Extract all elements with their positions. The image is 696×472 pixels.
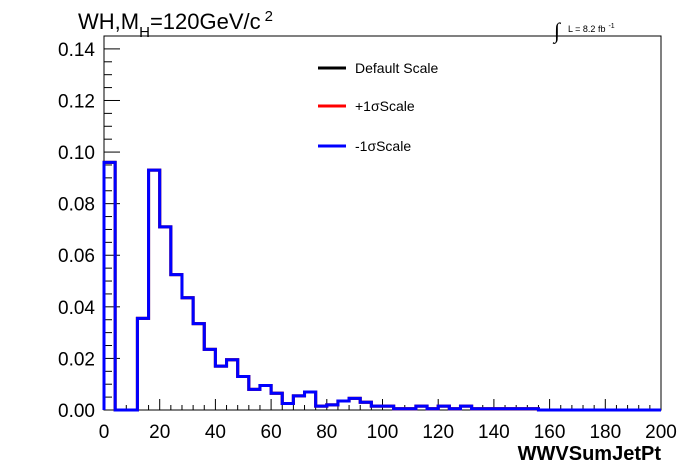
y-tick-label: 0.14 xyxy=(58,40,95,61)
y-tick-label: 0.02 xyxy=(58,349,95,370)
y-tick-label: 0.12 xyxy=(58,91,95,112)
y-tick-label: 0.10 xyxy=(58,143,95,164)
x-tick-label: 160 xyxy=(534,422,566,443)
lumi-integral-sign: ∫ xyxy=(552,18,562,44)
x-tick-label: 200 xyxy=(645,422,677,443)
chart-title-main: WH,M xyxy=(78,9,139,34)
y-tick-label: 0.00 xyxy=(58,401,95,422)
y-tick-label: 0.04 xyxy=(58,298,95,319)
x-tick-label: 40 xyxy=(205,422,226,443)
y-tick-labels: 0.00 0.02 0.04 0.06 0.08 0.10 0.12 0.14 xyxy=(58,40,95,422)
x-tick-label: 120 xyxy=(422,422,454,443)
x-tick-label: 60 xyxy=(261,422,282,443)
chart-title-superscript: 2 xyxy=(265,8,273,25)
histogram-series-1-scale xyxy=(102,160,661,412)
legend-label-minus-sigma: -1σScale xyxy=(355,138,411,154)
x-tick-label: 100 xyxy=(367,422,399,443)
series-layer xyxy=(102,160,661,412)
chart-title-rest: =120GeV/c xyxy=(150,9,261,34)
chart-title: WH,MH=120GeV/c 2 xyxy=(78,8,273,41)
x-tick-label: 180 xyxy=(589,422,621,443)
chart-title-subscript: H xyxy=(139,24,150,41)
x-tick-label: 80 xyxy=(316,422,337,443)
x-tick-label: 0 xyxy=(99,422,110,443)
lumi-text: L = 8.2 fb xyxy=(568,24,605,34)
legend-label-plus-sigma: +1σScale xyxy=(355,98,415,114)
y-tick-label: 0.08 xyxy=(58,195,95,216)
legend-label-default-scale: Default Scale xyxy=(355,60,438,76)
legend: Default Scale +1σScale -1σScale xyxy=(318,60,438,154)
x-axis-label: WWVSumJetPt xyxy=(518,443,662,465)
x-tick-label: 20 xyxy=(149,422,170,443)
x-tick-label: 140 xyxy=(478,422,510,443)
lumi-superscript: -1 xyxy=(608,23,614,30)
lumi-label: L = 8.2 fb -1 xyxy=(568,23,615,34)
y-tick-label: 0.06 xyxy=(58,246,95,267)
x-tick-labels: 0 20 40 60 80 100 120 140 160 180 200 xyxy=(99,422,677,443)
